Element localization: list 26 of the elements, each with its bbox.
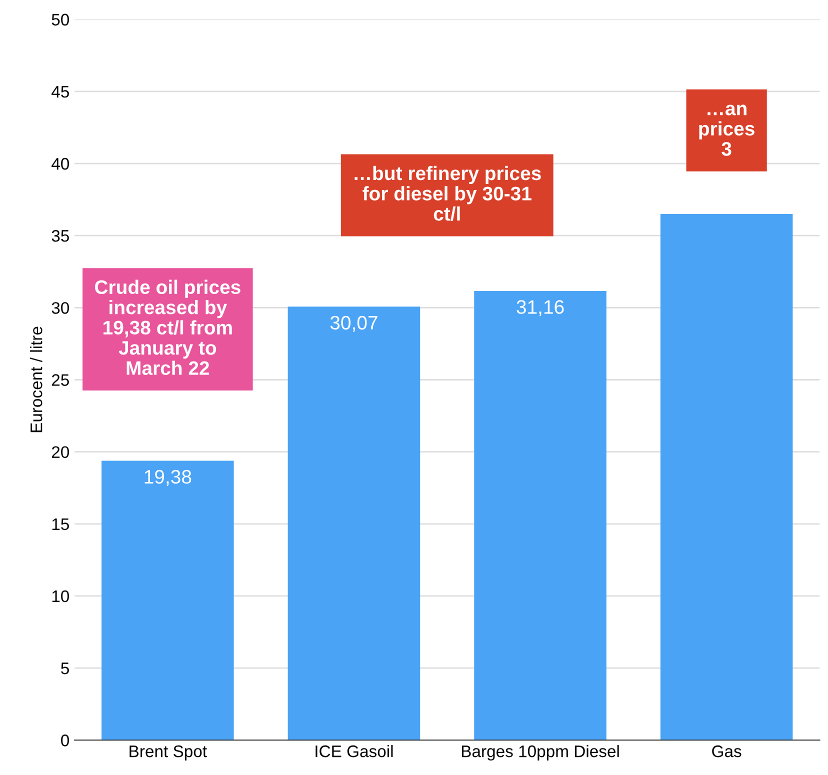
annotation: …but refinery prices for diesel by 30-31 ct/l xyxy=(354,166,541,221)
x-tick-label: Barges 10ppm Diesel xyxy=(462,744,619,761)
x-tick-label: ICE Gasoil xyxy=(316,744,393,758)
y-tick-label: 20 xyxy=(52,446,70,458)
y-tick-label: 10 xyxy=(52,590,70,602)
y-tick-label: 30 xyxy=(52,302,70,314)
y-tick-label: 50 xyxy=(52,14,70,26)
data-label: 31,16 xyxy=(516,300,564,316)
data-label: 19,38 xyxy=(144,470,192,486)
y-tick-label: 0 xyxy=(61,734,70,746)
annotation: Crude oil prices increased by 19,38 ct/l from January to March 22 xyxy=(94,280,240,375)
x-tick-label: Gas xyxy=(712,745,742,758)
y-tick-label: 5 xyxy=(61,662,69,674)
data-label: 30,07 xyxy=(330,316,378,332)
y-axis-title: Eurocent / litre xyxy=(30,326,42,432)
bar xyxy=(102,460,234,740)
bar xyxy=(660,214,793,740)
bar xyxy=(474,290,606,740)
y-tick-label: 45 xyxy=(52,86,69,98)
x-tick-label: Brent Spot xyxy=(130,745,207,761)
y-tick-label: 15 xyxy=(52,518,69,530)
bar xyxy=(288,306,420,740)
y-tick-label: 35 xyxy=(52,230,69,242)
y-tick-label: 40 xyxy=(52,158,70,170)
y-tick-label: 25 xyxy=(52,374,69,386)
annotation: …an prices 3 xyxy=(699,104,754,156)
